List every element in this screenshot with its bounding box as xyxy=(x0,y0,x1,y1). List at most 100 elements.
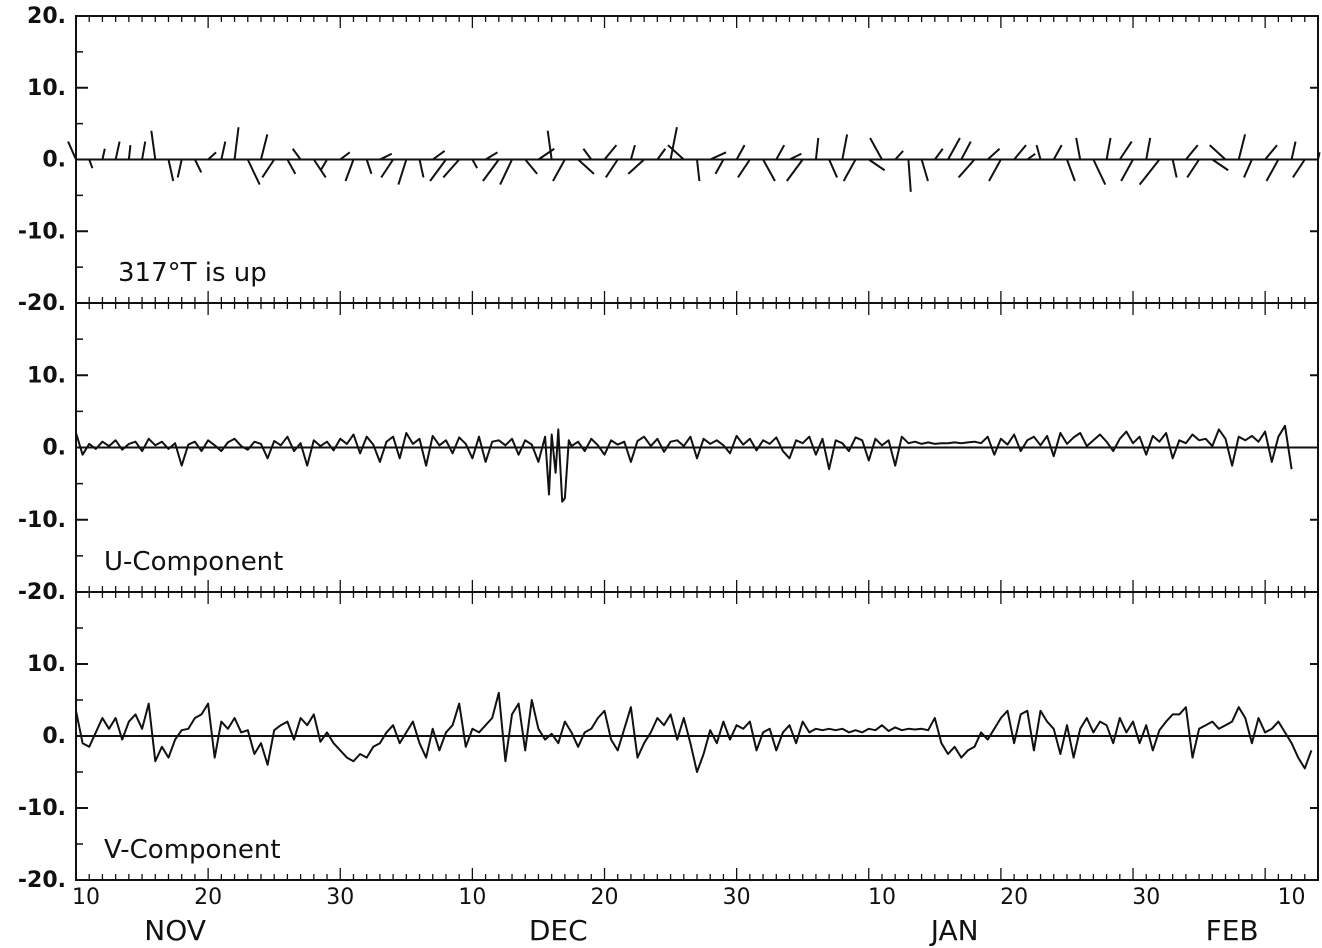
stick-vector xyxy=(1105,137,1112,160)
stick-vector xyxy=(842,159,857,182)
stick-vector xyxy=(988,159,1002,182)
stick-vector xyxy=(894,150,904,161)
stick-vector xyxy=(604,158,619,178)
stick-vector xyxy=(1237,134,1247,160)
stick-vector xyxy=(789,152,802,161)
y-tick-label: -20. xyxy=(18,868,66,893)
stick-vector xyxy=(485,151,499,161)
stick-vector xyxy=(167,159,175,182)
series-line-v xyxy=(75,691,1313,773)
stick-vector xyxy=(814,137,820,160)
stick-vector xyxy=(499,159,513,186)
stick-vector xyxy=(114,141,121,160)
x-day-label: 30 xyxy=(326,885,354,910)
stick-vector xyxy=(737,158,751,178)
stick-vector xyxy=(286,159,297,175)
stick-vector xyxy=(669,127,678,160)
stick-vector xyxy=(261,158,276,178)
panels-group: 20. 10. 0. -10. -20. 317°T is up 10. 0. -10. -20.… xyxy=(18,4,1321,893)
stick-vector xyxy=(537,147,555,161)
stick-vector xyxy=(291,148,302,161)
stick-vector xyxy=(1075,137,1082,160)
stick-vector xyxy=(471,159,479,169)
x-day-label: 20 xyxy=(591,885,619,910)
stick-vector xyxy=(1264,144,1278,161)
stick-vector xyxy=(312,158,327,178)
stick-vector xyxy=(1292,158,1306,178)
stick-vector xyxy=(207,151,217,161)
stick-vector xyxy=(714,159,725,175)
stick-vector xyxy=(775,144,786,160)
panel-label: V-Component xyxy=(104,835,281,865)
y-tick-label: 0. xyxy=(42,724,66,749)
stick-vector xyxy=(1035,144,1042,160)
stick-vector xyxy=(524,158,538,175)
stick-vector xyxy=(1013,144,1027,161)
stick-vector xyxy=(379,152,393,161)
stick-vector xyxy=(934,148,944,161)
x-day-label: 20 xyxy=(194,885,222,910)
stick-vector xyxy=(667,144,685,161)
stick-vector xyxy=(1265,159,1280,182)
stick-vector xyxy=(1118,141,1133,161)
stick-vector xyxy=(907,159,912,192)
stick-vector xyxy=(141,141,147,160)
stick-vector xyxy=(380,158,394,178)
stick-vector xyxy=(344,159,355,182)
y-tick-label: 0. xyxy=(42,148,66,173)
x-day-label: 10 xyxy=(868,885,896,910)
stick-vector xyxy=(1171,159,1178,178)
stick-vector xyxy=(482,158,500,182)
x-day-label: 30 xyxy=(1132,885,1160,910)
stick-vector xyxy=(735,144,746,160)
stick-vector xyxy=(696,159,701,182)
stick-vector xyxy=(947,137,961,160)
stick-vector xyxy=(1317,152,1321,160)
stick-vector xyxy=(1120,159,1134,182)
stick-vector xyxy=(546,130,553,160)
panel-stick: 20. 10. 0. -10. -20. 317°T is up xyxy=(18,4,1321,316)
stick-vector xyxy=(868,158,886,172)
stick-vector xyxy=(246,159,261,186)
stick-vector xyxy=(869,137,883,160)
stick-vector xyxy=(1208,144,1227,161)
stick-vector xyxy=(176,159,183,178)
y-tick-label: 20. xyxy=(27,4,66,29)
stick-vector xyxy=(233,127,240,160)
panel-label: 317°T is up xyxy=(118,258,267,288)
stick-vector xyxy=(432,150,446,161)
stick-vector xyxy=(150,130,157,160)
stick-vector xyxy=(1052,144,1063,160)
stick-vector xyxy=(629,144,636,160)
stick-vector xyxy=(260,134,269,160)
stick-vector xyxy=(828,159,838,178)
y-tick-label: 10. xyxy=(27,76,66,101)
y-tick-label: 0. xyxy=(42,436,66,461)
stick-vector xyxy=(987,147,1001,161)
stick-vector xyxy=(1243,159,1253,178)
x-month-label: FEB xyxy=(1206,914,1259,947)
stick-vector xyxy=(429,158,447,182)
stick-vector xyxy=(365,159,373,175)
x-month-label: DEC xyxy=(529,914,588,947)
stick-vector xyxy=(127,145,132,160)
stick-vector xyxy=(577,158,595,175)
x-axis: 10 20 30 10 20 30 10 20 30 10 NOV DEC JAN FEB xyxy=(72,885,1306,947)
stick-vector xyxy=(920,159,929,182)
stick-vector xyxy=(1138,158,1161,186)
stick-vector xyxy=(582,148,593,161)
stick-vector xyxy=(1026,152,1036,161)
stick-vector xyxy=(397,159,408,185)
x-day-label: 10 xyxy=(72,885,100,910)
x-month-label: NOV xyxy=(144,914,206,947)
series-line-u xyxy=(75,424,1293,503)
stick-vector xyxy=(1145,137,1152,160)
y-tick-label: 10. xyxy=(27,652,66,677)
stick-vector xyxy=(841,134,849,160)
stick-vector xyxy=(418,159,425,178)
stick-vector xyxy=(960,141,972,160)
y-tick-label: -10. xyxy=(18,219,66,244)
stick-vector xyxy=(67,141,77,160)
stick-vector xyxy=(1290,141,1297,160)
stick-vector xyxy=(552,159,566,182)
